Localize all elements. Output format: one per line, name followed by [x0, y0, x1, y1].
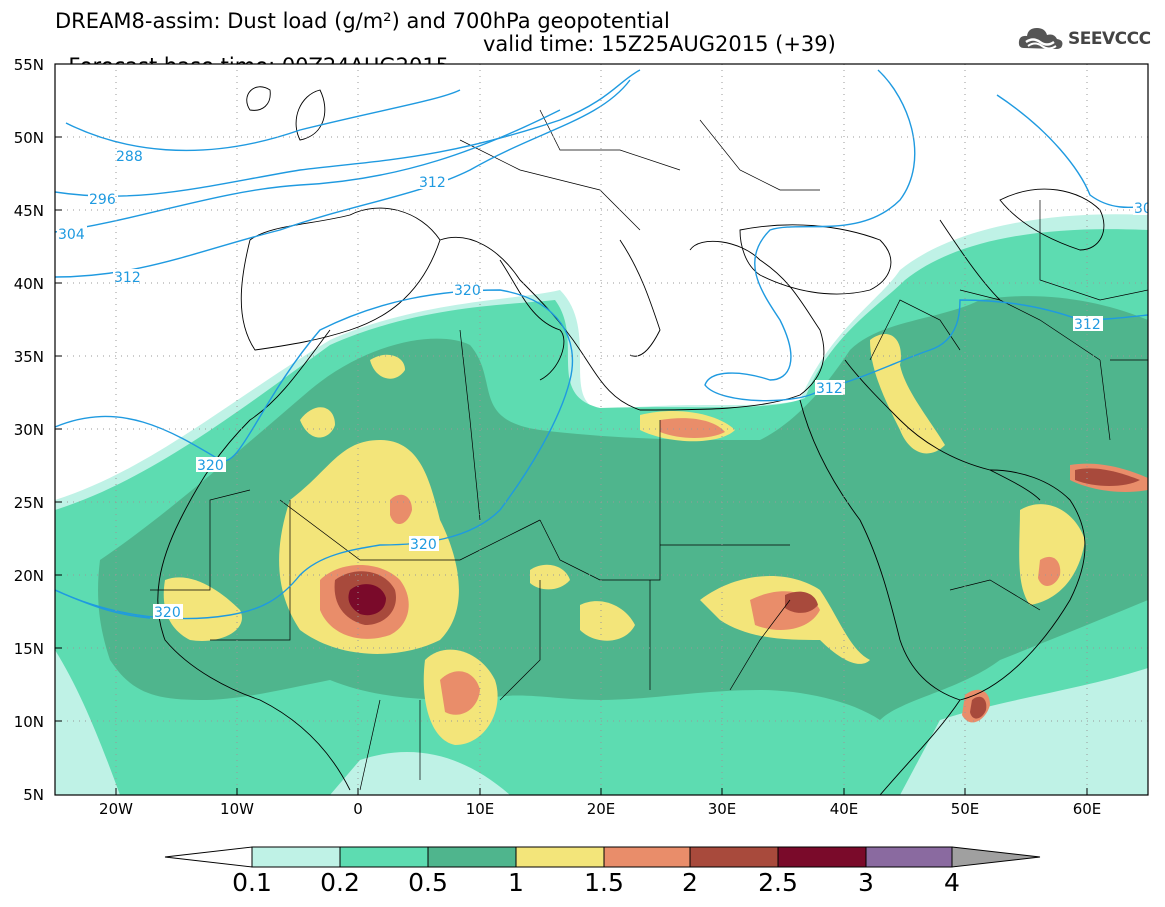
contour-label: 312 — [114, 270, 141, 286]
colorbar-label: 1.5 — [584, 868, 624, 897]
chart-title: DREAM8-assim: Dust load (g/m²) and 700hP… — [55, 9, 670, 33]
contour-label: 320 — [154, 605, 181, 621]
contour-labels: 288 296 304 312 312 320 320 320 320 312 … — [57, 148, 1152, 621]
contour-label: 320 — [410, 537, 437, 553]
seevccc-logo: SEEVCCC — [1018, 24, 1151, 54]
lat-label: 10N — [13, 713, 44, 731]
contour-label: 304 — [58, 227, 85, 243]
lat-label: 30N — [13, 421, 44, 439]
contour-label: 320 — [197, 458, 224, 474]
lat-label: 40N — [13, 275, 44, 293]
colorbar-label: 1 — [508, 868, 524, 897]
contour-label: 288 — [116, 149, 143, 165]
lon-label: 60E — [1072, 800, 1102, 818]
lat-label: 55N — [13, 56, 44, 74]
lat-label: 5N — [23, 786, 44, 804]
geopotential-contours — [55, 69, 1148, 620]
lat-label: 45N — [13, 202, 44, 220]
colorbar-label: 4 — [944, 868, 960, 897]
lat-label: 25N — [13, 494, 44, 512]
colorbar-label: 3 — [858, 868, 874, 897]
lat-label: 35N — [13, 348, 44, 366]
lat-label: 20N — [13, 567, 44, 585]
lon-label: 40E — [829, 800, 859, 818]
lat-label: 50N — [13, 129, 44, 147]
lon-label: 30E — [707, 800, 737, 818]
lon-label: 10W — [220, 800, 254, 818]
colorbar-label: 0.1 — [232, 868, 272, 897]
lon-label: 50E — [950, 800, 980, 818]
cloud-logo-icon — [1018, 28, 1063, 50]
contour-label: 320 — [454, 283, 481, 299]
colorbar-label: 0.2 — [320, 868, 360, 897]
contour-label: 312 — [419, 175, 446, 191]
contour-label: 312 — [816, 381, 843, 397]
contour-label: 30 — [1134, 201, 1152, 217]
colorbar-label: 0.5 — [408, 868, 448, 897]
valid-time: valid time: 15Z25AUG2015 (+39) — [483, 32, 836, 56]
contour-label: 296 — [89, 192, 116, 208]
lat-label: 15N — [13, 640, 44, 658]
lon-label: 20E — [586, 800, 616, 818]
colorbar-label: 2 — [682, 868, 698, 897]
tick-marks — [55, 136, 1088, 795]
lon-label: 10E — [465, 800, 495, 818]
lon-label: 0 — [353, 800, 363, 818]
graticule — [55, 64, 1148, 795]
logo-text: SEEVCCC — [1068, 29, 1151, 49]
dust-field-25 — [348, 584, 386, 616]
colorbar-label: 2.5 — [758, 868, 798, 897]
contour-label: 312 — [1074, 317, 1101, 333]
lon-label: 20W — [99, 800, 133, 818]
